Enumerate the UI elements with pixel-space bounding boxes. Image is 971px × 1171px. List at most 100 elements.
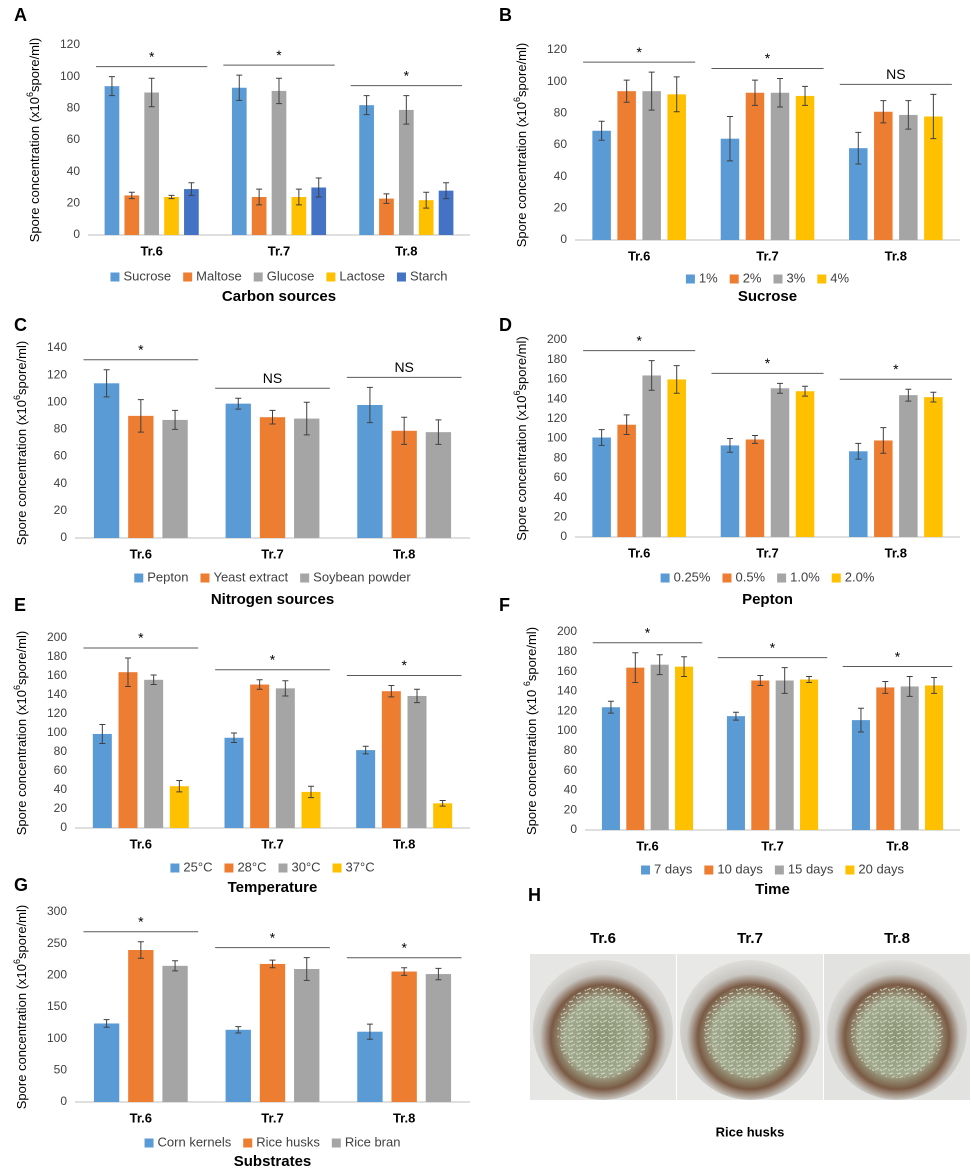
legend-label: 10 days [717, 861, 763, 876]
chart-panel: FSpore concentration (x10 6spore/ml)0204… [499, 595, 960, 898]
bar [408, 696, 427, 828]
y-tick-label: 0 [73, 227, 80, 241]
y-axis-label: Spore concentration (x106spore/ml) [12, 341, 29, 545]
y-tick-label: 0 [60, 1094, 67, 1108]
y-tick-label: 120 [47, 367, 67, 381]
bar [901, 686, 919, 830]
y-tick-label: 40 [54, 782, 68, 796]
x-tick-label: Tr.6 [628, 248, 650, 263]
legend-swatch [243, 1139, 252, 1148]
legend-swatch [279, 864, 288, 873]
legend-label: 20 days [858, 861, 904, 876]
bar [626, 668, 644, 830]
photo [677, 954, 823, 1100]
bar [617, 425, 636, 537]
bar [226, 1030, 251, 1102]
legend-swatch [641, 866, 650, 875]
legend: 25°C28°C30°C37°C [170, 859, 374, 874]
x-tick-label: Tr.6 [140, 243, 162, 258]
x-axis-title: Nitrogen sources [211, 591, 334, 608]
bar [849, 451, 868, 537]
x-axis-title: Substrates [234, 1153, 312, 1170]
x-tick-label: Tr.8 [885, 545, 907, 560]
y-tick-label: 80 [67, 101, 81, 115]
y-axis-label-part: spore/ml) [514, 43, 529, 97]
bar [379, 199, 394, 235]
bar [852, 720, 870, 830]
y-tick-label: 60 [67, 132, 81, 146]
legend-label: 25°C [183, 859, 212, 874]
bar [294, 419, 319, 538]
y-tick-label: 100 [60, 69, 80, 83]
y-tick-label: 100 [47, 1031, 67, 1045]
legend-swatch [254, 273, 263, 282]
x-tick-label: Tr.8 [395, 243, 417, 258]
y-axis-label: Spore concentration (x10 6spore/ml) [522, 627, 539, 835]
legend-label: Rice bran [345, 1134, 401, 1149]
y-tick-label: 0 [560, 232, 567, 246]
bar [675, 667, 693, 830]
bar [144, 680, 163, 828]
bar [746, 439, 765, 537]
chart-panel: GSpore concentration (x106spore/ml)05010… [12, 875, 470, 1170]
bar [226, 404, 251, 538]
y-tick-label: 200 [547, 332, 567, 346]
x-axis-title: Pepton [742, 591, 793, 608]
significance-label: * [404, 67, 410, 83]
legend-swatch [686, 275, 695, 284]
significance-label: * [893, 361, 899, 377]
legend-swatch [730, 275, 739, 284]
x-tick-label: Tr.8 [393, 1110, 415, 1125]
y-axis-label: Spore concentration (x106spore/ml) [12, 905, 29, 1109]
x-tick-label: Tr.6 [636, 838, 658, 853]
y-tick-label: 100 [557, 723, 577, 737]
significance-label: * [401, 657, 407, 673]
bar [642, 91, 661, 240]
y-tick-label: 150 [47, 999, 67, 1013]
bar [776, 681, 794, 830]
y-tick-label: 120 [557, 703, 577, 717]
significance-label: NS [394, 359, 413, 375]
legend-swatch [704, 866, 713, 875]
y-tick-label: 60 [54, 449, 68, 463]
significance-label: * [765, 355, 771, 371]
legend-swatch [845, 866, 854, 875]
legend-label: 28°C [237, 859, 266, 874]
y-tick-label: 80 [54, 744, 68, 758]
bar [617, 91, 636, 240]
panel-letter: A [14, 5, 27, 25]
photo-caption: Tr.8 [884, 930, 910, 947]
bar [272, 91, 287, 235]
x-tick-label: Tr.7 [268, 243, 290, 258]
bar [642, 375, 661, 537]
bar [392, 431, 417, 538]
y-axis-label-part: Spore concentration (x10 [514, 102, 529, 247]
y-tick-label: 20 [554, 509, 568, 523]
significance-label: * [138, 341, 144, 357]
y-tick-label: 100 [547, 431, 567, 445]
legend: 0.25%0.5%1.0%2.0% [661, 569, 875, 584]
y-axis-label: Spore concentration (x106spore/ml) [512, 336, 529, 540]
x-tick-label: Tr.6 [628, 545, 650, 560]
y-axis-label-part: spore/ml) [14, 905, 29, 959]
bar [356, 750, 375, 828]
bar [250, 685, 269, 828]
legend-label: 7 days [654, 861, 693, 876]
legend-label: Lactose [339, 268, 385, 283]
legend-label: Pepton [147, 569, 188, 584]
y-tick-label: 120 [547, 42, 567, 56]
x-tick-label: Tr.8 [393, 836, 415, 851]
y-axis-label: Spore concentration (x106spore/ml) [25, 38, 42, 242]
bar [144, 93, 159, 236]
y-tick-label: 40 [67, 164, 81, 178]
legend-swatch [777, 574, 786, 583]
y-axis-label-part: Spore concentration (x10 [14, 964, 29, 1109]
photo [530, 954, 676, 1100]
significance-label: * [636, 332, 642, 348]
bar [94, 383, 119, 538]
x-tick-label: Tr.7 [761, 838, 783, 853]
y-tick-label: 20 [54, 801, 68, 815]
y-tick-label: 200 [47, 968, 67, 982]
y-tick-label: 180 [557, 644, 577, 658]
